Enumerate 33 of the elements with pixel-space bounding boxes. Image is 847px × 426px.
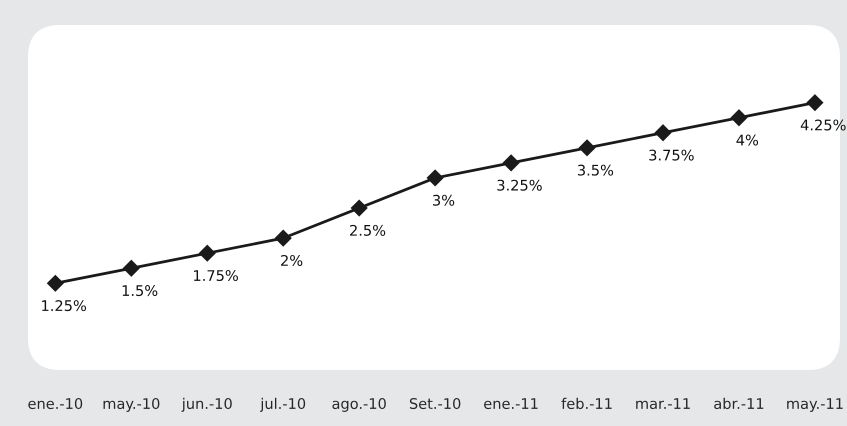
- x-tick-label: abr.-11: [714, 398, 764, 410]
- data-label: 3.5%: [578, 164, 614, 176]
- x-tick-label: jun.-10: [182, 398, 232, 412]
- data-label: 3.25%: [497, 180, 542, 191]
- point: [502, 154, 520, 172]
- x-tick-label: jul.-10: [260, 398, 306, 412]
- data-label: 1.75%: [194, 270, 238, 282]
- data-label: 2%: [281, 254, 302, 266]
- data-label: 4.25%: [800, 119, 846, 131]
- point: [654, 124, 672, 142]
- x-tick-label: ene.-10: [28, 398, 82, 410]
- point: [578, 139, 596, 156]
- point: [122, 260, 140, 277]
- point: [46, 274, 64, 292]
- x-tick-label: feb.-11: [561, 398, 612, 410]
- x-tick-label: Set.-10: [410, 398, 460, 410]
- point: [198, 244, 216, 262]
- x-tick-label: mar.-11: [636, 398, 690, 410]
- point: [426, 170, 444, 186]
- x-tick-label: ago.-10: [332, 398, 386, 412]
- x-tick-label: may.-11: [787, 398, 843, 412]
- data-label: 2.5%: [350, 224, 386, 236]
- point: [806, 94, 824, 112]
- point: [274, 230, 292, 247]
- data-label: 1.25%: [42, 300, 86, 312]
- data-label: 4%: [736, 134, 758, 146]
- x-tick-label: may.-10: [104, 398, 160, 412]
- point: [350, 200, 368, 216]
- x-tick-label: ene.-11: [484, 398, 538, 410]
- point: [730, 109, 748, 126]
- data-label: 1.5%: [122, 285, 158, 296]
- data-label: 3%: [433, 194, 454, 206]
- data-label: 3.75%: [649, 150, 694, 161]
